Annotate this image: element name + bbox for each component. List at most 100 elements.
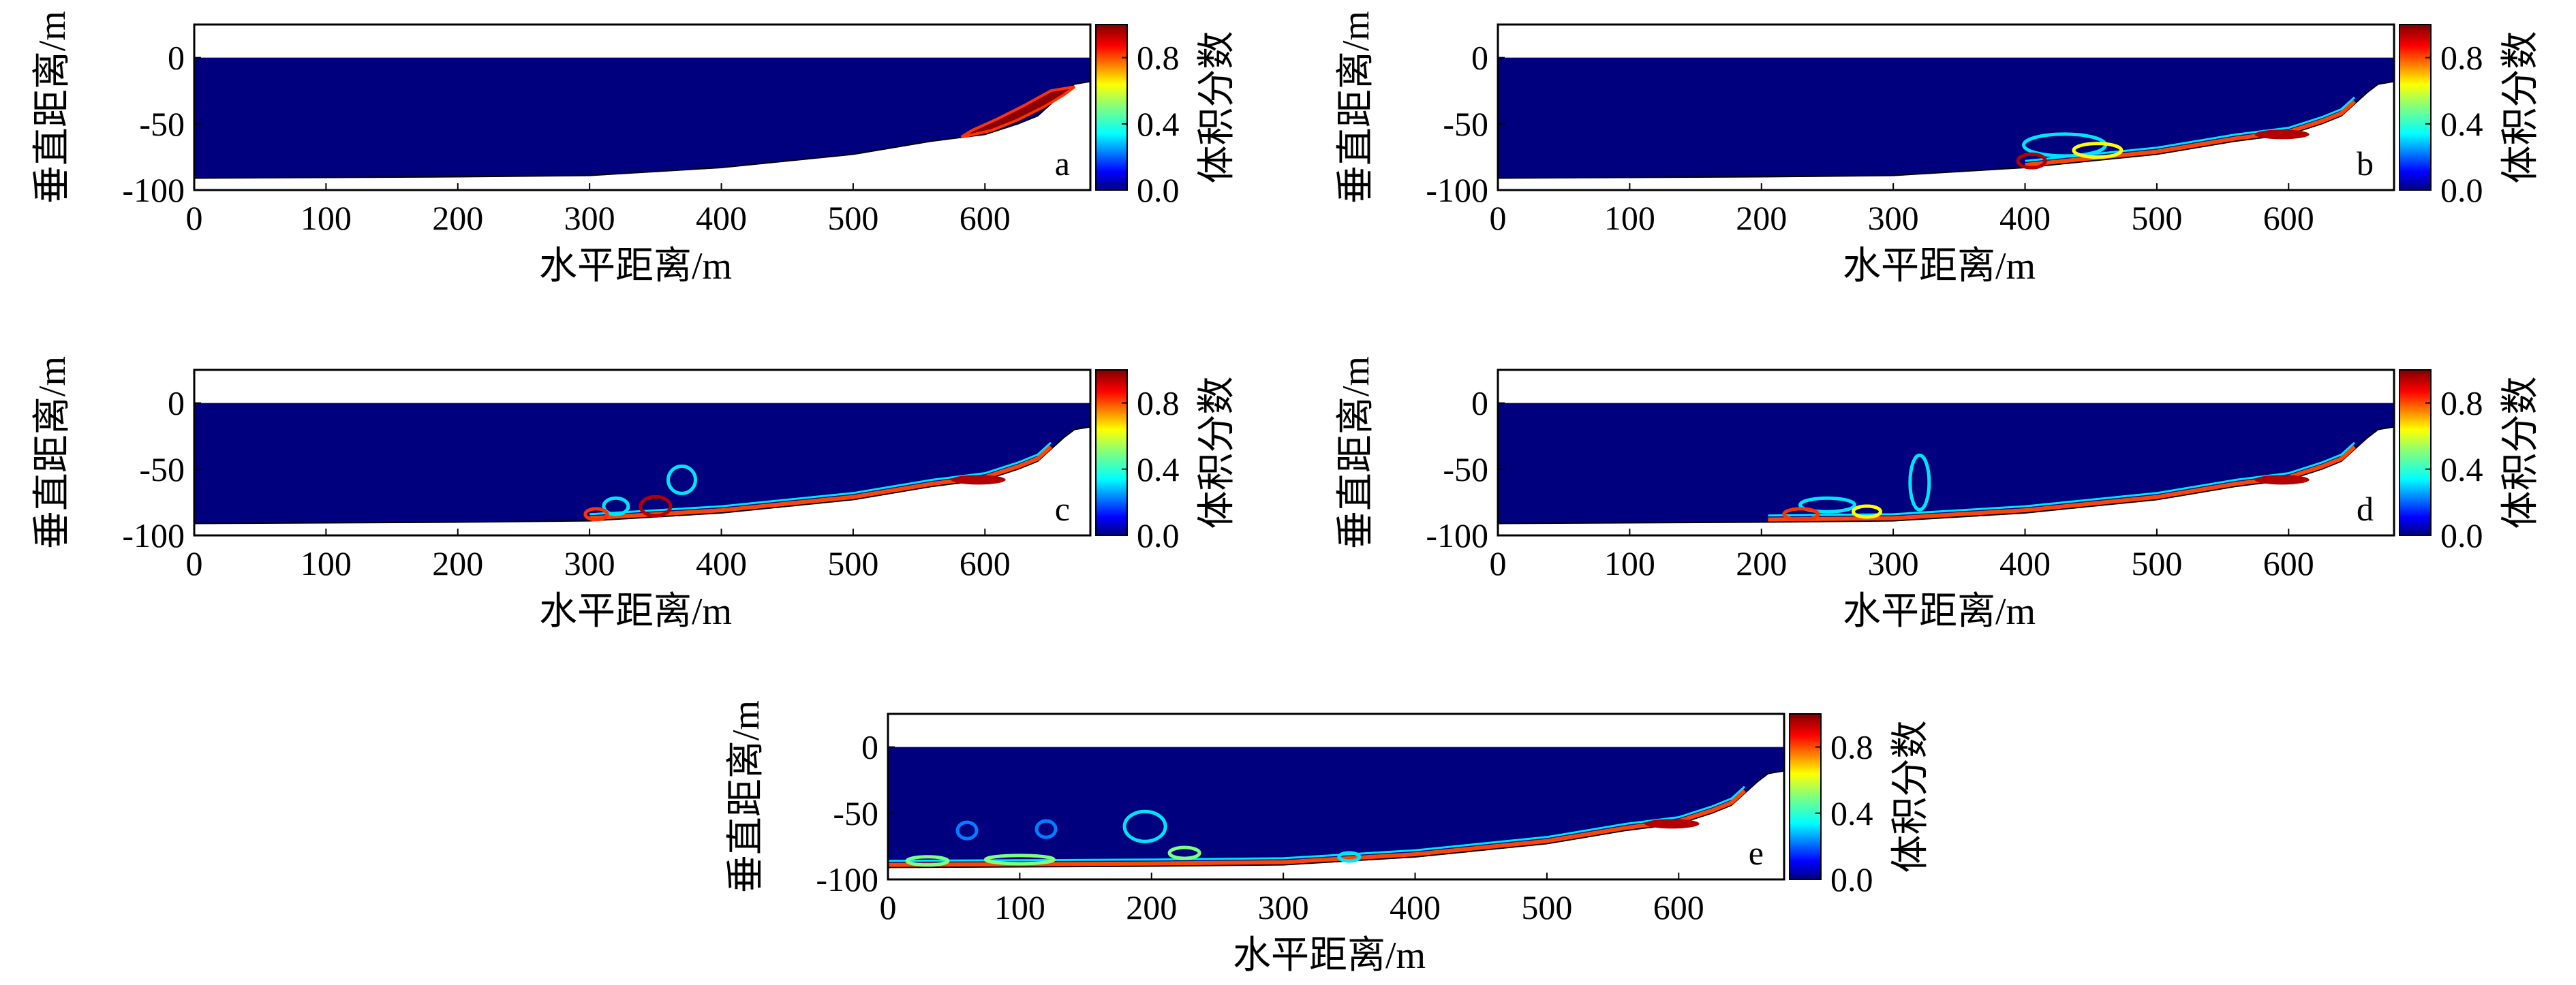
x-tick-label: 0 <box>1490 544 1507 582</box>
vortex-5 <box>905 855 950 867</box>
colorbar <box>1095 24 1128 191</box>
plot-frame <box>887 713 1785 881</box>
x-tick-label: 500 <box>1521 888 1572 926</box>
x-tick-label: 400 <box>696 199 747 237</box>
x-tick-label: 300 <box>564 544 615 582</box>
vortex-1 <box>2072 142 2123 159</box>
x-tick-label: 100 <box>1604 199 1655 237</box>
y-tick-label: 0 <box>861 728 878 766</box>
y-axis-title: 垂直距离/m <box>1335 11 1377 204</box>
residual-deposit <box>951 475 1006 485</box>
turbidity-layer <box>589 441 1052 516</box>
panel-a: 0 100 200 300 400 500 600 0 -50 -100 水平距离/m 垂直距离/m a… <box>31 11 1238 287</box>
deposit-layer <box>1768 445 2356 522</box>
vortex-3 <box>1851 504 1882 519</box>
colorbar <box>2399 369 2432 536</box>
y-tick-label: -50 <box>1443 105 1488 143</box>
y-tick-label: -100 <box>122 171 185 209</box>
x-tick-label: 100 <box>994 888 1045 926</box>
vortex-0 <box>666 464 698 495</box>
x-tick-label: 600 <box>2263 544 2314 582</box>
panel-letter: e <box>1749 834 1764 872</box>
turbidity-layer <box>1768 441 2355 517</box>
y-tick-label: -50 <box>139 450 185 488</box>
y-tick-label: 0 <box>168 384 185 422</box>
x-tick-label: 600 <box>1653 888 1704 926</box>
panel-letter: c <box>1055 490 1070 528</box>
colorbar-tick-label: 0.4 <box>1137 105 1180 143</box>
y-axis-title: 垂直距离/m <box>31 356 74 549</box>
colorbar <box>1095 369 1128 536</box>
vortex-2 <box>602 496 630 516</box>
x-tick-label: 300 <box>564 199 615 237</box>
turbidity-layer <box>887 785 1745 862</box>
water-body <box>1498 403 2394 524</box>
y-tick-label: 0 <box>1471 384 1488 422</box>
colorbar-tick-label: 0.4 <box>1137 450 1180 488</box>
x-tick-label: 300 <box>1868 544 1919 582</box>
x-tick-label: 300 <box>1258 888 1309 926</box>
x-tick-label: 200 <box>432 544 483 582</box>
colorbar-tick-label: 0.0 <box>2440 516 2483 554</box>
colorbar-title: 体积分数 <box>1196 377 1238 529</box>
x-tick-label: 100 <box>301 544 352 582</box>
colorbar-tick-label: 0.8 <box>2440 384 2483 422</box>
slide-mass <box>960 85 1075 139</box>
colorbar-tick-label: 0.0 <box>1830 860 1873 898</box>
x-tick-label: 100 <box>1604 544 1655 582</box>
x-tick-label: 400 <box>1999 544 2051 582</box>
x-tick-label: 0 <box>186 199 203 237</box>
x-tick-label: 600 <box>2263 199 2314 237</box>
x-tick-label: 300 <box>1868 199 1919 237</box>
x-tick-label: 0 <box>186 544 203 582</box>
panel-e: 0 100 200 300 400 500 600 0 -50 -100 水平距离/m 垂直距离/m e… <box>725 700 1932 977</box>
x-axis-title: 水平距离/m <box>539 245 732 287</box>
y-tick-label: -50 <box>833 794 878 832</box>
plot-frame <box>1497 369 2395 537</box>
y-axis-title: 垂直距离/m <box>725 700 767 893</box>
panel-b: 0 100 200 300 400 500 600 0 -50 -100 水平距离/m 垂直距离/m b… <box>1335 11 2542 287</box>
plot-frame <box>1497 23 2395 191</box>
x-tick-label: 500 <box>827 544 878 582</box>
vortex-3 <box>1167 845 1201 860</box>
x-tick-label: 0 <box>1490 199 1507 237</box>
x-tick-label: 600 <box>960 544 1011 582</box>
residual-deposit <box>2254 129 2310 140</box>
vortex-1 <box>639 495 673 518</box>
x-tick-label: 400 <box>696 544 747 582</box>
colorbar-tick-label: 0.4 <box>2440 105 2483 143</box>
vortex-3 <box>583 507 609 522</box>
y-tick-label: 0 <box>1471 39 1488 77</box>
panel-letter: a <box>1055 144 1070 183</box>
water-body <box>1498 57 2394 178</box>
colorbar-tick-label: 0.8 <box>1137 39 1180 77</box>
colorbar-title: 体积分数 <box>1196 31 1238 184</box>
residual-deposit <box>1644 819 1700 829</box>
colorbar-tick-label: 0.4 <box>2440 450 2483 488</box>
colorbar-tick-label: 0.0 <box>1137 171 1180 209</box>
plot-frame <box>193 23 1092 191</box>
x-axis-title: 水平距离/m <box>1233 935 1426 977</box>
vortex-0 <box>1122 809 1167 843</box>
y-tick-label: -100 <box>816 860 878 898</box>
y-tick-label: -100 <box>122 516 185 554</box>
colorbar-tick-label: 0.0 <box>1137 516 1180 554</box>
colorbar-title: 体积分数 <box>2500 377 2542 529</box>
vortex-0 <box>1908 453 1931 512</box>
x-axis-title: 水平距离/m <box>1843 245 2036 287</box>
vortex-4 <box>983 854 1056 866</box>
panel-d: 0 100 200 300 400 500 600 0 -50 -100 水平距离/m 垂直距离/m d… <box>1335 356 2542 633</box>
x-tick-label: 200 <box>1736 544 1787 582</box>
y-axis-title: 垂直距离/m <box>1335 356 1377 549</box>
deposit-layer <box>887 789 1746 867</box>
turbidity-layer <box>2025 96 2355 162</box>
vortex-1 <box>1034 819 1058 839</box>
colorbar-tick-label: 0.0 <box>2440 171 2483 209</box>
x-tick-label: 100 <box>301 199 352 237</box>
water-body <box>194 57 1090 178</box>
x-tick-label: 200 <box>1736 199 1787 237</box>
vortex-1 <box>1798 496 1856 514</box>
y-tick-label: 0 <box>168 39 185 77</box>
x-axis-title: 水平距离/m <box>1843 591 2036 633</box>
